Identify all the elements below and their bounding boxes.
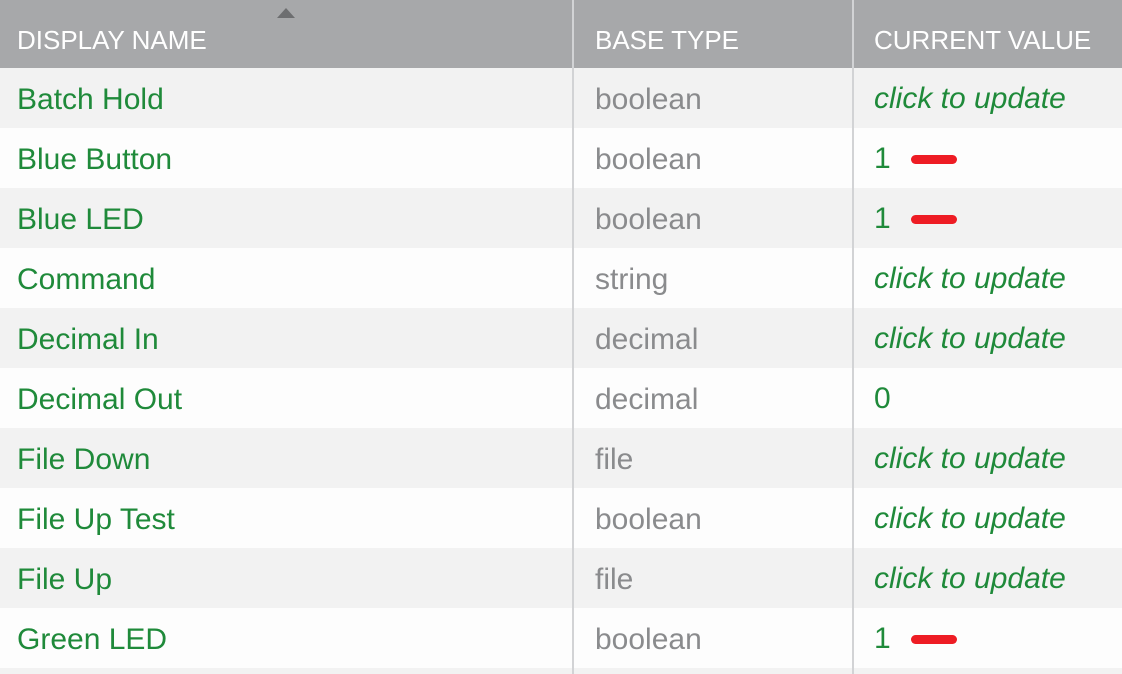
base-type-cell: boolean bbox=[572, 128, 852, 188]
table-row[interactable]: Batch Hold boolean click to update bbox=[0, 68, 1122, 128]
column-header-current-value[interactable]: CURRENT VALUE bbox=[852, 0, 1122, 68]
display-name-cell[interactable]: Batch Hold bbox=[17, 83, 164, 116]
current-value-cell[interactable]: click to update bbox=[852, 428, 1122, 488]
display-name-cell[interactable]: Command bbox=[17, 263, 156, 296]
current-value-cell[interactable]: click to update bbox=[852, 488, 1122, 548]
table-row[interactable]: Green LED boolean 1 bbox=[0, 608, 1122, 668]
click-to-update-link[interactable]: click to update bbox=[874, 261, 1066, 295]
column-header-label: CURRENT VALUE bbox=[874, 25, 1092, 55]
current-value-cell: 1 bbox=[852, 188, 1122, 248]
click-to-update-link[interactable]: click to update bbox=[874, 561, 1066, 595]
column-header-base-type[interactable]: BASE TYPE bbox=[572, 0, 852, 68]
base-type-cell: file bbox=[572, 428, 852, 488]
column-header-label: DISPLAY NAME bbox=[17, 25, 207, 55]
display-name-cell[interactable]: File Down bbox=[17, 443, 151, 476]
current-value-cell: 1 bbox=[852, 128, 1122, 188]
display-name-cell[interactable]: Decimal In bbox=[17, 323, 159, 356]
sort-up-triangle-icon bbox=[277, 8, 295, 18]
current-value-cell[interactable]: click to update bbox=[852, 308, 1122, 368]
current-value-cell: 0 bbox=[852, 368, 1122, 428]
current-value-text: 1 bbox=[874, 141, 891, 175]
display-name-cell[interactable]: Blue LED bbox=[17, 203, 144, 236]
display-name-cell[interactable]: File Up Test bbox=[17, 503, 175, 536]
table-body: Batch Hold boolean click to update Blue But… bbox=[0, 68, 1122, 668]
red-annotation-mark bbox=[910, 154, 957, 164]
current-value-cell[interactable]: click to update bbox=[852, 548, 1122, 608]
display-name-cell[interactable]: Decimal Out bbox=[17, 383, 183, 416]
current-value-text: 1 bbox=[874, 201, 891, 235]
current-value-text: 1 bbox=[874, 621, 891, 655]
table-row[interactable]: Decimal In decimal click to update bbox=[0, 308, 1122, 368]
table-row-partial bbox=[0, 668, 1122, 674]
base-type-cell: boolean bbox=[572, 188, 852, 248]
table-header: DISPLAY NAME BASE TYPE CURRENT VALUE bbox=[0, 0, 1122, 68]
display-name-cell[interactable]: Green LED bbox=[17, 623, 168, 656]
base-type-cell: boolean bbox=[572, 608, 852, 668]
current-value-cell[interactable]: click to update bbox=[852, 248, 1122, 308]
table-row[interactable]: File Up Test boolean click to update bbox=[0, 488, 1122, 548]
current-value-text: 0 bbox=[874, 381, 891, 415]
base-type-cell: boolean bbox=[572, 488, 852, 548]
display-name-cell[interactable]: File Up bbox=[17, 563, 113, 596]
red-annotation-mark bbox=[910, 214, 957, 224]
table-row[interactable]: File Down file click to update bbox=[0, 428, 1122, 488]
current-value-cell: 1 bbox=[852, 608, 1122, 668]
click-to-update-link[interactable]: click to update bbox=[874, 81, 1066, 115]
base-type-cell: boolean bbox=[572, 68, 852, 128]
click-to-update-link[interactable]: click to update bbox=[874, 321, 1066, 355]
click-to-update-link[interactable]: click to update bbox=[874, 501, 1066, 535]
column-header-label: BASE TYPE bbox=[595, 25, 740, 55]
current-value-cell[interactable]: click to update bbox=[852, 68, 1122, 128]
click-to-update-link[interactable]: click to update bbox=[874, 441, 1066, 475]
base-type-cell: file bbox=[572, 548, 852, 608]
column-header-display-name[interactable]: DISPLAY NAME bbox=[0, 0, 572, 68]
table-row[interactable]: Blue Button boolean 1 bbox=[0, 128, 1122, 188]
base-type-cell: string bbox=[572, 248, 852, 308]
base-type-cell: decimal bbox=[572, 308, 852, 368]
base-type-cell: decimal bbox=[572, 368, 852, 428]
table-row[interactable]: Blue LED boolean 1 bbox=[0, 188, 1122, 248]
table-row[interactable]: Decimal Out decimal 0 bbox=[0, 368, 1122, 428]
table-row[interactable]: File Up file click to update bbox=[0, 548, 1122, 608]
display-name-cell[interactable]: Blue Button bbox=[17, 143, 173, 176]
red-annotation-mark bbox=[910, 634, 957, 644]
table-row[interactable]: Command string click to update bbox=[0, 248, 1122, 308]
